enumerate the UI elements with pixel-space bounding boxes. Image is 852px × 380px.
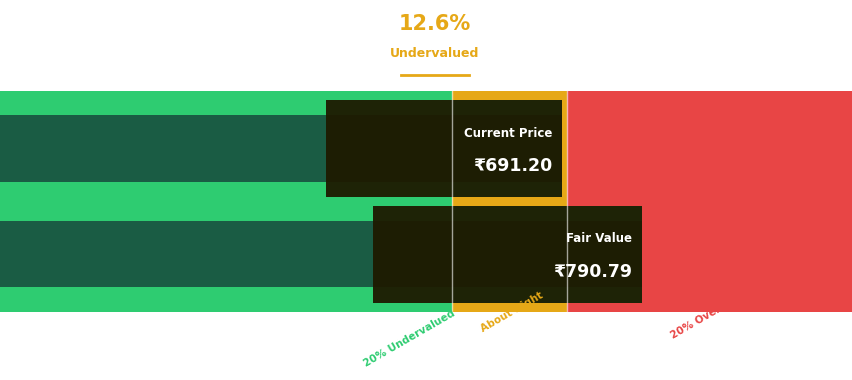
Text: Fair Value: Fair Value: [565, 232, 630, 245]
Text: About Right: About Right: [478, 290, 544, 334]
Bar: [325, 100, 561, 197]
Bar: [372, 206, 642, 303]
Bar: [0, 91, 452, 312]
Text: 20% Undervalued: 20% Undervalued: [361, 308, 456, 368]
Text: ₹790.79: ₹790.79: [552, 263, 630, 281]
Bar: [0, 100, 561, 116]
Text: ₹691.20: ₹691.20: [472, 157, 551, 175]
Bar: [452, 91, 567, 312]
Text: Undervalued: Undervalued: [390, 48, 479, 60]
Text: 12.6%: 12.6%: [399, 14, 470, 34]
Bar: [0, 287, 642, 303]
Bar: [0, 221, 642, 287]
Text: 20% Overvalued: 20% Overvalued: [668, 284, 756, 340]
Bar: [0, 182, 561, 197]
Bar: [0, 206, 642, 221]
Bar: [0, 116, 561, 182]
Bar: [567, 91, 852, 312]
Text: Current Price: Current Price: [463, 127, 551, 139]
